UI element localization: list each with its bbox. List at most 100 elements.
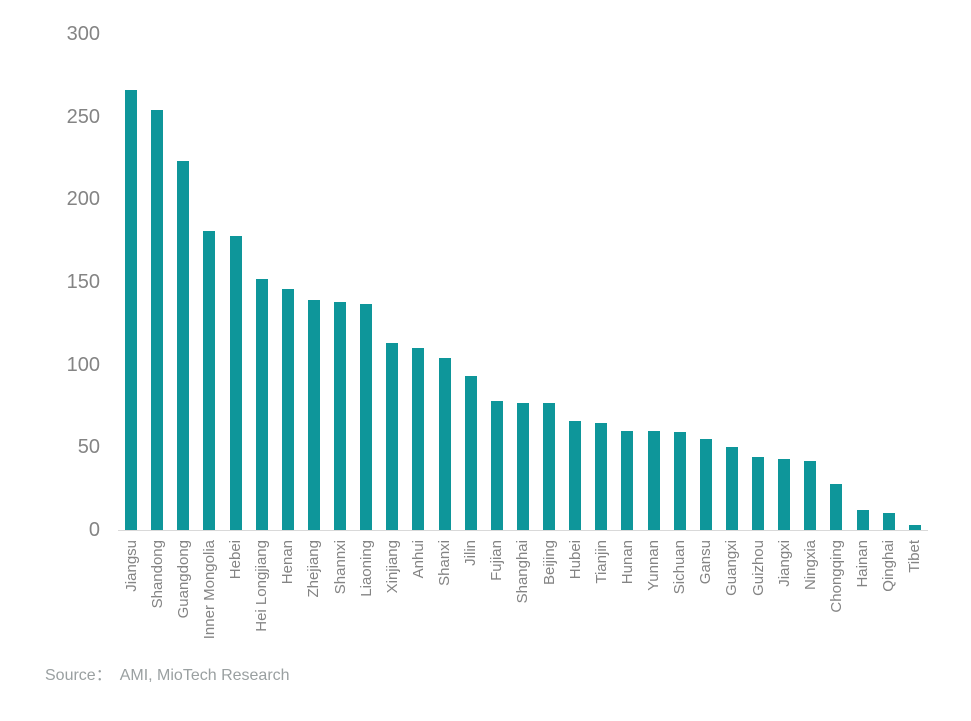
bar-shandong [151,110,164,530]
x-label-cell-hainan: Hainan [850,531,876,639]
x-label-cell-henan: Henan [275,531,301,639]
y-tick-label-50: 50 [77,436,100,459]
bar-jiangxi [778,458,791,530]
x-label-cell-liaoning: Liaoning [353,531,379,639]
bar-cell-yunnan [641,34,667,530]
x-label-cell-tibet: Tibet [902,531,928,639]
x-label-guangxi: Guangxi [723,540,741,596]
y-tick-label-200: 200 [66,188,100,211]
x-label-cell-xinjiang: Xinjiang [379,531,405,639]
bar-shanxi [438,358,451,530]
x-label-cell-yunnan: Yunnan [641,531,667,639]
bar-cell-gansu [693,34,719,530]
x-label-cell-beijing: Beijing [536,531,562,639]
x-label-fujian: Fujian [488,540,506,581]
bar-cell-chongqing [823,34,849,530]
x-label-hubei: Hubei [566,540,584,580]
bar-cell-sichuan [667,34,693,530]
x-label-guizhou: Guizhou [749,540,767,596]
x-label-shandong: Shandong [148,540,166,609]
bar-cell-ningxia [797,34,823,530]
bar-cell-guangdong [170,34,196,530]
x-label-cell-sichuan: Sichuan [667,531,693,639]
x-label-cell-qinghai: Qinghai [876,531,902,639]
bar-jilin [464,376,477,530]
x-axis: Jiangsu Shandong Guangdong Inner Mongolia He… [118,531,928,639]
x-label-cell-hebei: Hebei [223,531,249,639]
bar-cell-xinjiang [379,34,405,530]
bar-cell-henan [275,34,301,530]
bar-cell-inner-mongolia [196,34,222,530]
x-label-gansu: Gansu [697,540,715,585]
bar-cell-jiangsu [118,34,144,530]
x-label-cell-shanxi: Shanxi [432,531,458,639]
bar-beijing [543,402,556,530]
bar-cell-jiangxi [771,34,797,530]
x-label-hunan: Hunan [618,540,636,585]
x-label-guangdong: Guangdong [174,540,192,619]
y-tick-label-300: 300 [66,23,100,45]
x-label-henan: Henan [279,540,297,585]
x-label-cell-shanghai: Shanghai [510,531,536,639]
x-label-cell-shannxi: Shannxi [327,531,353,639]
x-label-cell-zhejiang: Zhejiang [301,531,327,639]
bar-ningxia [804,460,817,530]
bar-cell-liaoning [353,34,379,530]
bar-cell-qinghai [876,34,902,530]
bar-inner-mongolia [203,230,216,530]
bar-chongqing [830,483,843,530]
x-label-hei-longjiang: Hei Longjiang [253,540,271,632]
x-label-inner-mongolia: Inner Mongolia [200,540,218,640]
x-label-qinghai: Qinghai [880,540,898,592]
x-label-xinjiang: Xinjiang [383,540,401,594]
y-tick-label-100: 100 [66,353,100,376]
bar-hubei [569,420,582,530]
bar-cell-anhui [405,34,431,530]
bar-chart: 300 250 200 150 100 50 0 Jiangsu Shandong Guangd… [0,24,928,639]
bar-guangdong [177,161,190,530]
x-label-cell-guangxi: Guangxi [719,531,745,639]
x-label-tibet: Tibet [906,540,924,573]
bar-qinghai [882,513,895,530]
bar-cell-hei-longjiang [249,34,275,530]
bar-cell-tibet [902,34,928,530]
bar-cell-hubei [562,34,588,530]
bar-cell-hainan [850,34,876,530]
bar-anhui [412,348,425,530]
x-label-cell-hunan: Hunan [614,531,640,639]
bar-gansu [699,439,712,530]
bar-yunnan [647,430,660,530]
bar-sichuan [673,432,686,530]
bar-cell-tianjin [588,34,614,530]
bar-liaoning [360,303,373,530]
x-label-cell-jiangsu: Jiangsu [118,531,144,639]
x-label-jiangxi: Jiangxi [775,540,793,587]
source-text: AMI, MioTech Research [119,667,290,685]
bar-cell-jilin [458,34,484,530]
bar-cell-shanxi [432,34,458,530]
y-axis: 300 250 200 150 100 50 0 [0,24,100,540]
y-tick-label-250: 250 [66,105,100,128]
x-label-yunnan: Yunnan [645,540,663,591]
bar-cell-hebei [223,34,249,530]
x-label-shanghai: Shanghai [514,540,532,604]
bar-hei-longjiang [255,278,268,530]
x-label-chongqing: Chongqing [827,540,845,613]
x-label-ningxia: Ningxia [801,540,819,591]
x-label-zhejiang: Zhejiang [305,540,323,598]
x-label-cell-hei-longjiang: Hei Longjiang [249,531,275,639]
bars-row [118,34,928,531]
bar-cell-shannxi [327,34,353,530]
x-label-cell-jiangxi: Jiangxi [771,531,797,639]
x-label-shannxi: Shannxi [331,540,349,595]
x-label-cell-fujian: Fujian [484,531,510,639]
bar-shanghai [516,402,529,530]
x-label-cell-chongqing: Chongqing [823,531,849,639]
x-label-hebei: Hebei [227,540,245,580]
x-label-hainan: Hainan [854,540,872,588]
bar-henan [281,288,294,530]
bar-guangxi [725,447,738,530]
x-label-cell-gansu: Gansu [693,531,719,639]
bar-cell-fujian [484,34,510,530]
x-label-cell-shandong: Shandong [144,531,170,639]
